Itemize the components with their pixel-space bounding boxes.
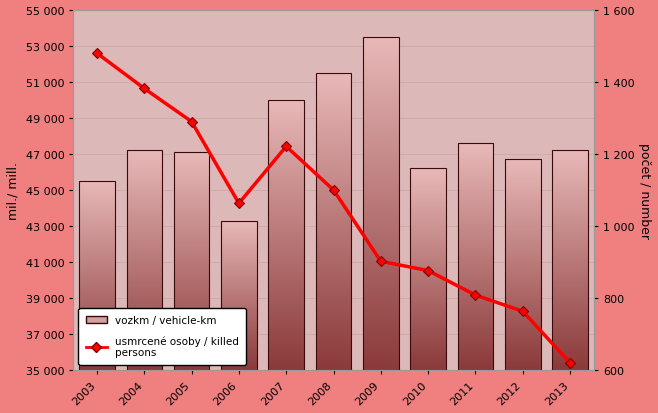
Bar <box>505 160 540 370</box>
Bar <box>268 101 304 370</box>
Bar <box>174 153 209 370</box>
Y-axis label: počet / number: počet / number <box>638 142 651 238</box>
Bar <box>552 151 588 370</box>
Bar <box>458 144 494 370</box>
Bar <box>411 169 446 370</box>
Legend: vozkm / vehicle-km, usmrcené osoby / killed
persons: vozkm / vehicle-km, usmrcené osoby / kil… <box>78 308 246 365</box>
Bar <box>79 182 114 370</box>
Y-axis label: mil./ mill.: mil./ mill. <box>7 161 20 219</box>
Bar <box>363 38 399 370</box>
Bar <box>126 151 162 370</box>
Bar <box>221 221 257 370</box>
Bar <box>316 74 351 370</box>
